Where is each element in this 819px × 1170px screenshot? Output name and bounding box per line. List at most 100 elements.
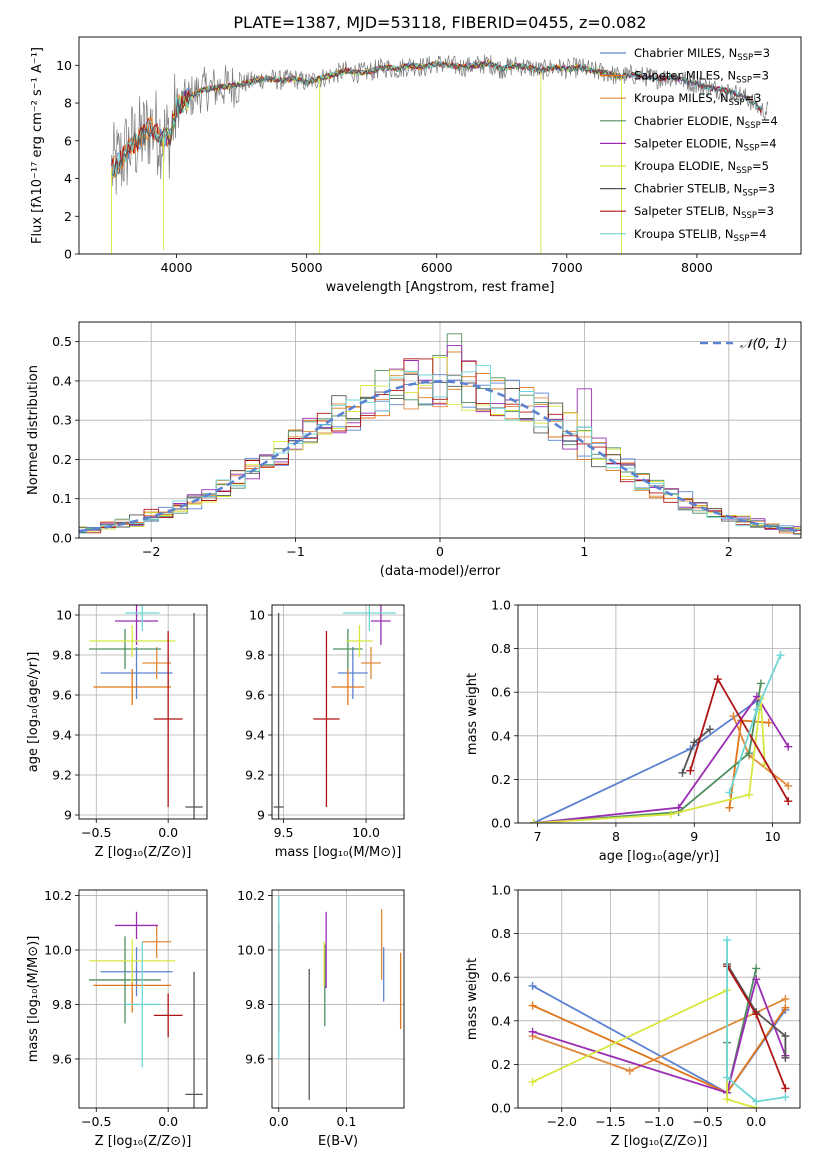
errorbar-point xyxy=(273,613,284,819)
x-tick-label: 9.5 xyxy=(274,825,294,840)
x-axis-label: (data-model)/error xyxy=(380,564,501,579)
errorbar-point xyxy=(153,631,183,807)
y-tick-label: 0.4 xyxy=(52,373,72,388)
histogram-step xyxy=(79,364,801,534)
series-marker xyxy=(781,1053,790,1062)
y-tick-label: 1.0 xyxy=(491,883,511,898)
y-tick-label: 9.4 xyxy=(52,728,72,743)
y-tick-label: 0.2 xyxy=(491,772,511,787)
series-line xyxy=(532,976,787,1094)
x-tick-label: −0.5 xyxy=(81,825,111,840)
x-axis-label: E(B-V) xyxy=(318,1134,358,1149)
y-tick-label: 0.8 xyxy=(491,641,511,656)
y-axis-label: mass weight xyxy=(465,673,480,755)
x-tick-label: 8000 xyxy=(681,260,713,275)
series-marker xyxy=(781,995,790,1003)
series-marker xyxy=(674,803,683,812)
errorbar-point xyxy=(89,939,176,983)
x-axis-label: Z [log₁₀(Z/Z⊙)] xyxy=(95,845,192,860)
y-tick-label: 8 xyxy=(64,96,72,111)
x-tick-label: 1 xyxy=(580,544,588,559)
y-tick-label: 1.0 xyxy=(491,598,511,613)
y-tick-label: 0.1 xyxy=(52,491,72,506)
series-marker xyxy=(705,725,714,734)
x-tick-label: −2 xyxy=(142,544,160,559)
errorbar-point xyxy=(93,669,172,705)
y-tick-label: 10.2 xyxy=(44,888,72,903)
legend-label: Salpeter ELODIE, NSSP=4 xyxy=(634,136,777,153)
panel-spectrum: 4000 5000 6000 7000 8000 0 2 4 6 8 10 wavelength [A… xyxy=(30,36,802,295)
errorbar-point xyxy=(371,605,391,645)
errorbar-point xyxy=(89,629,161,669)
y-tick-label: 4 xyxy=(64,171,72,186)
y-tick-label: 0.0 xyxy=(52,531,72,546)
series-marker xyxy=(752,705,761,714)
legend-label: Kroupa ELODIE, NSSP=5 xyxy=(634,159,769,176)
series-marker xyxy=(781,1003,790,1012)
y-tick-label: 9.8 xyxy=(245,648,265,663)
y-tick-label: 10.0 xyxy=(237,942,265,957)
series-marker xyxy=(528,1027,537,1036)
x-tick-label: 0 xyxy=(436,544,444,559)
series-line xyxy=(726,963,787,1058)
x-tick-label: −1 xyxy=(286,544,304,559)
series-marker xyxy=(729,712,738,721)
y-tick-label: 9.8 xyxy=(245,997,265,1012)
axes-frame xyxy=(271,889,405,1109)
y-tick-label: 9.4 xyxy=(245,728,265,743)
x-tick-label: 0.0 xyxy=(746,1114,766,1129)
y-tick-label: 9.2 xyxy=(52,768,72,783)
x-axis-label: Z [log₁₀(Z/Z⊙)] xyxy=(611,1134,708,1149)
series-marker xyxy=(723,1095,732,1104)
y-axis-label: Flux [fλ10⁻¹⁷ erg cm⁻² s⁻¹ A⁻¹] xyxy=(30,47,45,244)
series-line xyxy=(533,683,762,823)
y-axis-label: Normed distribution xyxy=(26,365,41,495)
errorbar-point xyxy=(125,941,160,1068)
errorbar-point xyxy=(313,631,340,807)
legend-label: Kroupa STELIB, NSSP=4 xyxy=(634,227,766,244)
x-tick-label: −1.0 xyxy=(644,1114,674,1129)
legend-label: Salpeter STELIB, NSSP=3 xyxy=(634,204,774,221)
x-tick-label: 4000 xyxy=(161,260,193,275)
axes-frame xyxy=(78,321,802,539)
y-tick-label: 0.8 xyxy=(491,926,511,941)
legend-label: Salpeter MILES, NSSP=3 xyxy=(634,69,769,86)
y-tick-label: 0.5 xyxy=(52,334,72,349)
errorbar-point xyxy=(89,936,161,1024)
errorbar-point xyxy=(100,647,173,699)
plot-area-age-vs-Z xyxy=(79,605,207,819)
x-tick-label: 8 xyxy=(612,829,620,844)
x-axis-label: Z [log₁₀(Z/Z⊙)] xyxy=(95,1134,192,1149)
series-marker xyxy=(745,749,754,758)
series-line xyxy=(533,694,790,823)
panel-age-vs-mass: 9.5 10.0 9 9.2 9.4 9.6 9.8 10 mass [log₁₀(M/M⊙)] xyxy=(245,604,405,860)
x-axis-label: wavelength [Angstrom, rest frame] xyxy=(326,280,555,295)
panel-massweight-vs-Z: −2.0 −1.5 −1.0 −0.5 0.0 0.0 0.2 0.4 0.6 0.8 1.0 Z [… xyxy=(465,883,801,1149)
y-tick-label: 0.0 xyxy=(491,1101,511,1116)
plot-area-mass-vs-EBV xyxy=(272,890,404,1108)
x-tick-label: 0.1 xyxy=(337,1114,357,1129)
errorbar-point xyxy=(342,605,396,631)
errorbar-point xyxy=(142,925,172,959)
figure-title: PLATE=1387, MJD=53118, FIBERID=0455, z=0… xyxy=(233,13,646,32)
series-marker xyxy=(752,975,761,984)
x-tick-label: 0.0 xyxy=(158,1114,178,1129)
series-marker xyxy=(529,819,538,823)
series-marker xyxy=(752,1097,761,1106)
series-marker xyxy=(725,788,734,797)
x-tick-label: 6000 xyxy=(421,260,453,275)
plot-area-residuals xyxy=(79,322,801,538)
errorbar-point xyxy=(114,911,159,940)
series-marker xyxy=(625,1066,634,1075)
y-tick-label: 0.4 xyxy=(491,728,511,743)
y-tick-label: 0.2 xyxy=(491,1057,511,1072)
series-marker xyxy=(781,1084,790,1093)
errorbar-point xyxy=(333,629,363,669)
series-marker xyxy=(528,981,537,990)
plot-area-mass-vs-Z xyxy=(79,890,207,1108)
axes-frame xyxy=(271,604,405,820)
y-axis-label: mass [log₁₀(M/M⊙)] xyxy=(26,936,41,1063)
y-axis-label: age [log₁₀(age/yr)] xyxy=(26,652,41,773)
series-marker xyxy=(528,1077,537,1086)
